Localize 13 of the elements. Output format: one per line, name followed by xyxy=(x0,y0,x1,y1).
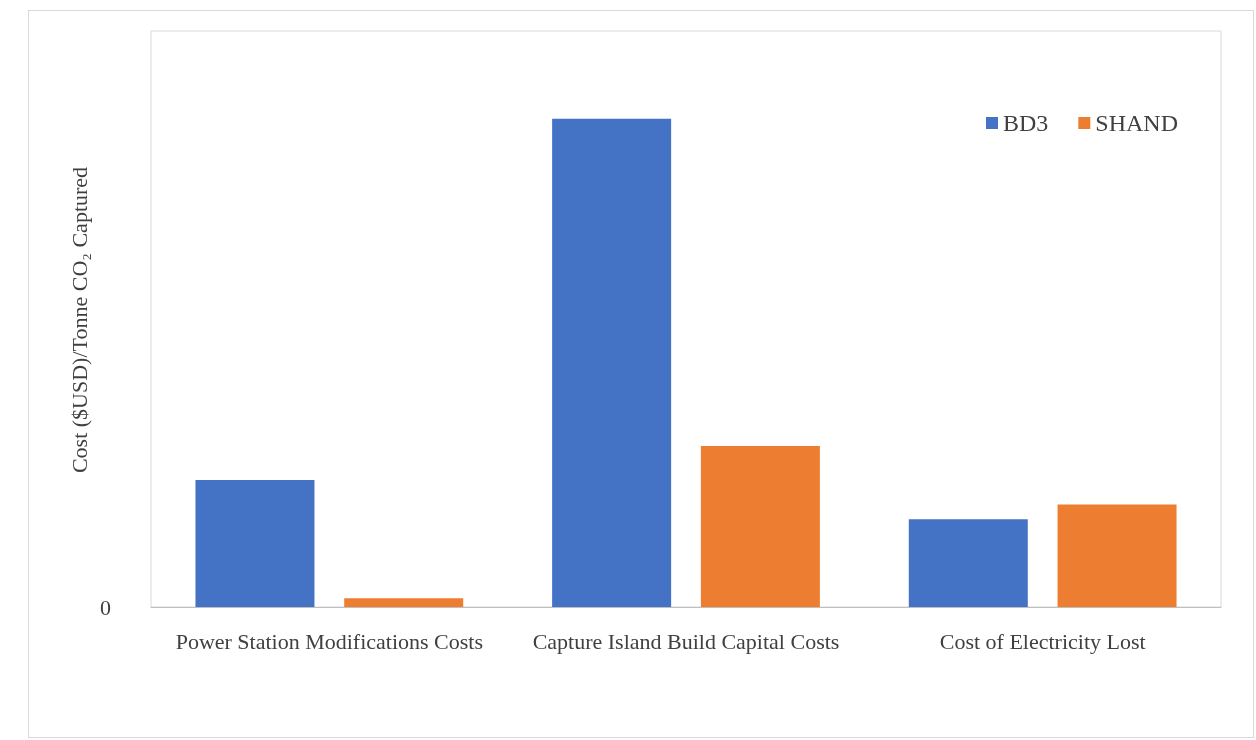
bar xyxy=(552,118,672,607)
bar xyxy=(344,598,464,607)
bar xyxy=(908,519,1028,607)
legend-label: SHAND xyxy=(1095,110,1179,136)
bar xyxy=(700,445,820,607)
x-tick-label: Cost of Electricity Lost xyxy=(939,628,1146,654)
x-tick-label: Power Station Modifications Costs xyxy=(175,628,484,654)
legend-label: BD3 xyxy=(1002,110,1049,136)
y-axis-title: Cost ($USD)/Tonne CO₂ Captured xyxy=(66,166,92,474)
x-tick-label: Capture Island Build Capital Costs xyxy=(532,628,840,654)
bar xyxy=(195,480,315,607)
bar xyxy=(1057,504,1177,607)
text: 0 xyxy=(100,594,111,620)
